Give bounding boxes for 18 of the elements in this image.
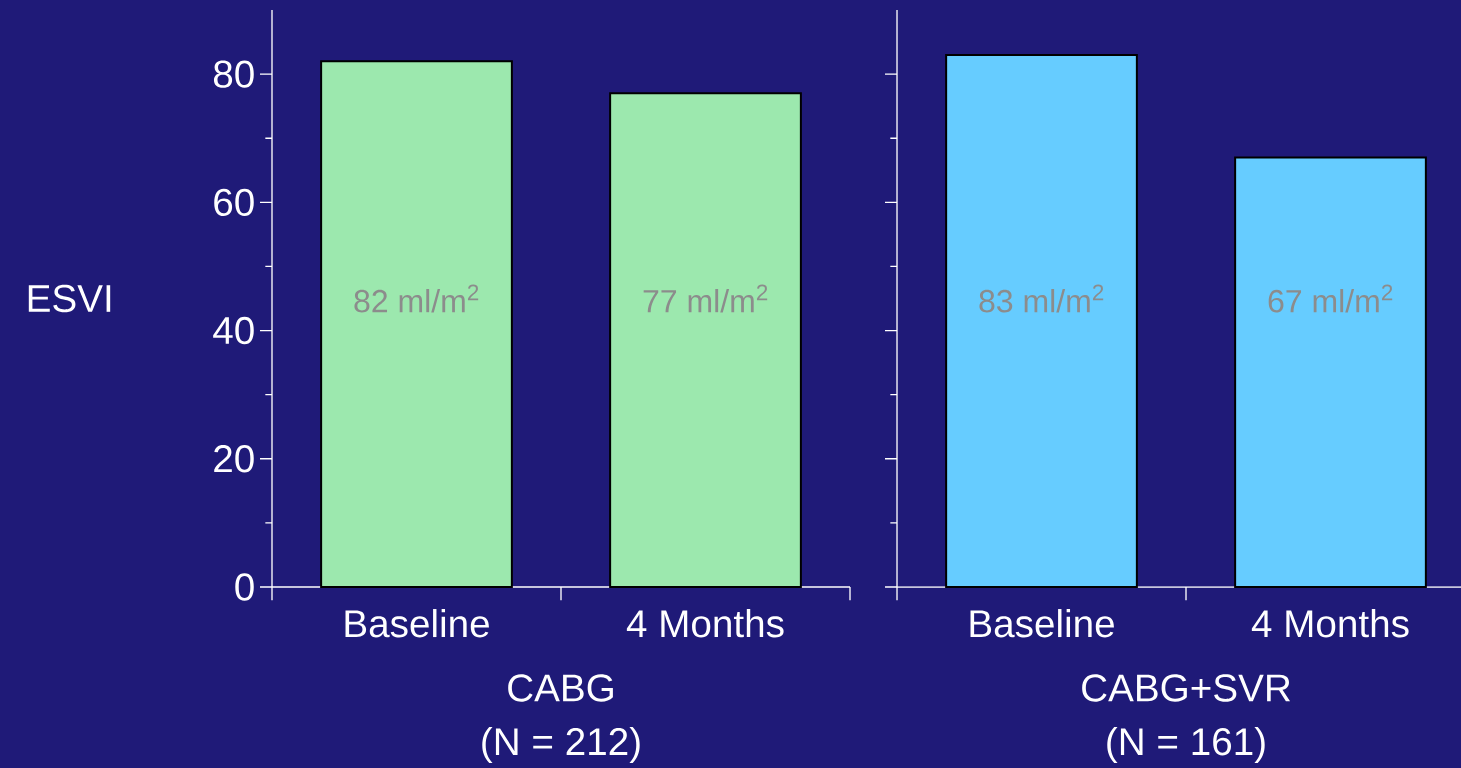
x-tick-label: 4 Months xyxy=(1251,609,1409,638)
x-axis-title: CABG xyxy=(508,674,613,702)
x-tick-label: Baseline xyxy=(345,609,489,638)
x-tick-label: Baseline xyxy=(970,609,1114,638)
y-tick-label: 60 xyxy=(214,188,254,217)
data-label: 77 ml/m$^{2}$ xyxy=(643,284,768,313)
data-label: 67 ml/m$^{2}$ xyxy=(1268,284,1393,313)
data-label: 83 ml/m$^{2}$ xyxy=(979,284,1104,313)
text: (N = 212) xyxy=(482,726,640,764)
x-axis-title: CABG+SVR xyxy=(1082,674,1291,702)
x-tick-label: 4 Months xyxy=(626,609,784,638)
y-axis-title: ESVI xyxy=(28,284,111,313)
y-tick-label: 80 xyxy=(213,60,254,88)
y-tick-label: 20 xyxy=(214,445,254,473)
y-tick-label: 0 xyxy=(235,573,254,601)
y-tick-label: 40 xyxy=(213,316,254,345)
data-label: 82 ml/m$^{2}$ xyxy=(354,284,479,313)
text: (N = 161) xyxy=(1107,726,1265,764)
